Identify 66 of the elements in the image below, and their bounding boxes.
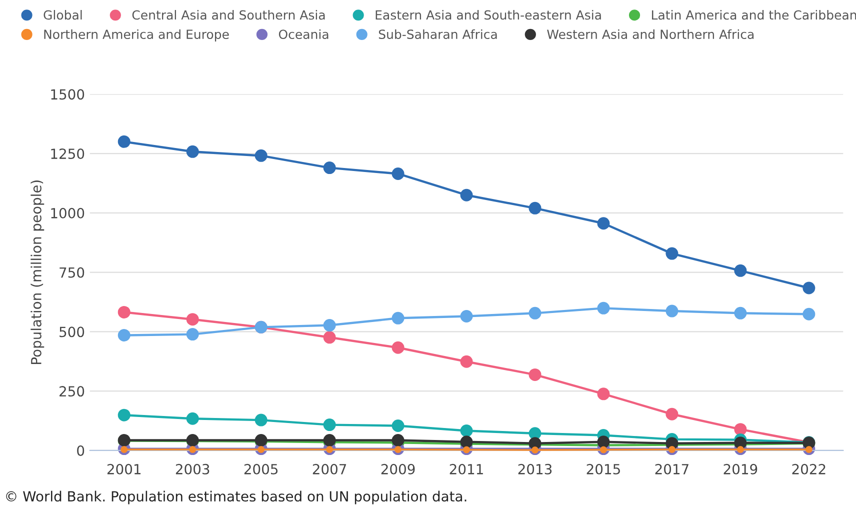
- point: [460, 424, 473, 437]
- point: [734, 306, 747, 320]
- legend-label: Global: [44, 10, 82, 20]
- legend-label: Oceania: [278, 29, 328, 40]
- y-tick-label: 500: [60, 326, 84, 338]
- point: [323, 418, 336, 432]
- point: [118, 408, 130, 422]
- point: [528, 368, 542, 381]
- y-tick-label: 1000: [51, 208, 84, 218]
- x-tick-label: 2022: [792, 464, 826, 474]
- point: [392, 167, 404, 180]
- x-tick-label: 2017: [655, 464, 688, 474]
- point: [528, 202, 542, 214]
- point: [597, 302, 610, 314]
- point: [597, 217, 610, 230]
- x-tick-label: 2001: [107, 464, 141, 474]
- point: [597, 436, 610, 448]
- point: [666, 408, 678, 420]
- legend-label: Sub-Saharan Africa: [378, 29, 497, 40]
- point: [186, 328, 199, 341]
- y-tick-label: 250: [60, 386, 84, 397]
- point: [323, 162, 336, 174]
- legend-label: Eastern Asia and South-eastern Asia: [376, 10, 601, 20]
- x-tick-label: 2015: [586, 464, 620, 474]
- x-tick-label: 2011: [450, 464, 483, 474]
- point: [392, 434, 404, 446]
- point: [734, 264, 747, 277]
- point: [323, 331, 336, 344]
- x-tick-label: 2019: [724, 464, 758, 474]
- y-tick-label: 1500: [51, 89, 84, 100]
- point: [392, 341, 404, 354]
- legend-label: Western Asia and Northern Africa: [547, 29, 754, 40]
- point: [392, 312, 404, 324]
- point: [254, 149, 268, 162]
- point: [802, 308, 816, 320]
- point: [118, 329, 130, 342]
- point: [186, 145, 199, 158]
- legend-label: Northern America and Europe: [44, 29, 229, 42]
- x-tick-label: 2009: [381, 464, 415, 474]
- point: [666, 304, 678, 318]
- point: [734, 423, 747, 436]
- point: [323, 319, 336, 332]
- x-tick-label: 2007: [312, 464, 346, 474]
- y-tick-label: 0: [77, 445, 84, 456]
- point: [460, 355, 473, 368]
- point: [392, 420, 404, 432]
- point: [186, 412, 199, 425]
- legend-label: Central Asia and Southern Asia: [132, 10, 325, 20]
- point: [802, 282, 816, 294]
- point: [528, 306, 542, 320]
- point: [186, 313, 199, 326]
- point: [460, 188, 473, 202]
- x-tick-label: 2013: [518, 464, 552, 474]
- x-tick-label: 2003: [176, 464, 210, 474]
- x-tick-label: 2005: [244, 464, 278, 474]
- point: [118, 306, 130, 318]
- y-tick-label: 1250: [51, 148, 84, 160]
- point: [666, 247, 678, 260]
- y-tick-label: 750: [60, 267, 84, 278]
- y-axis-title: Population (million people): [30, 180, 44, 364]
- text: © World Bank. Population estimates based on UN population data.: [6, 490, 466, 504]
- point: [254, 414, 268, 426]
- point: [597, 388, 610, 400]
- legend-label: Latin America and the Caribbean: [652, 10, 856, 20]
- point: [460, 310, 473, 323]
- point: [118, 135, 130, 148]
